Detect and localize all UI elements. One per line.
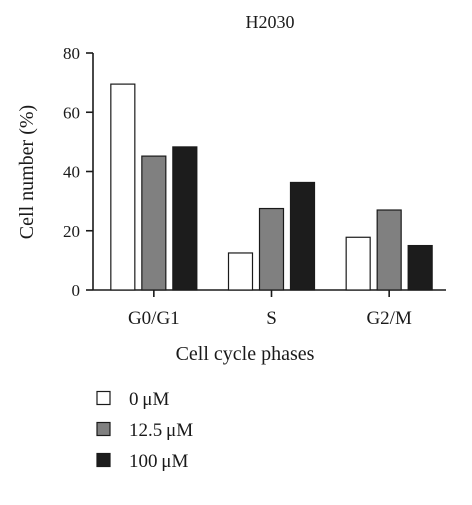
legend-swatch-2 [96, 421, 111, 437]
x-tick-label-g0-g1: G0/G1 [128, 308, 180, 329]
legend-swatch-1 [96, 390, 111, 406]
legend: 0 μM 12.5 μM 100 μM [96, 389, 193, 472]
bar-g2-m-series-2 [376, 209, 402, 291]
legend-label-3: 100 μM [129, 451, 188, 472]
bar-s-series-3 [289, 181, 316, 291]
y-tick-label: 0 [72, 281, 81, 300]
y-tick-label: 60 [63, 103, 80, 122]
legend-label-1: 0 μM [129, 389, 169, 410]
y-axis: 0 20 40 60 80 [63, 44, 94, 300]
y-tick-label: 20 [63, 222, 80, 241]
chart-title: H2030 [246, 12, 295, 32]
bar-g0-g1-series-2 [141, 155, 167, 291]
bars-group [110, 83, 433, 291]
legend-swatch-3 [96, 452, 111, 468]
x-axis-label: Cell cycle phases [176, 343, 315, 365]
x-tick-label-s: S [266, 308, 277, 329]
y-tick-label: 40 [63, 163, 80, 182]
bar-s-series-2 [258, 207, 285, 291]
bar-s-series-1 [227, 252, 254, 291]
bar-g0-g1-series-1 [110, 83, 136, 291]
legend-label-2: 12.5 μM [129, 420, 193, 441]
x-axis: G0/G1 S G2/M [93, 289, 446, 329]
bar-g0-g1-series-3 [172, 146, 198, 291]
bar-g2-m-series-3 [407, 244, 433, 291]
x-tick-label-g2-m: G2/M [366, 308, 412, 329]
bar-g2-m-series-1 [345, 236, 371, 291]
y-tick-label: 80 [63, 44, 80, 63]
y-axis-label: Cell number (%) [16, 105, 38, 239]
